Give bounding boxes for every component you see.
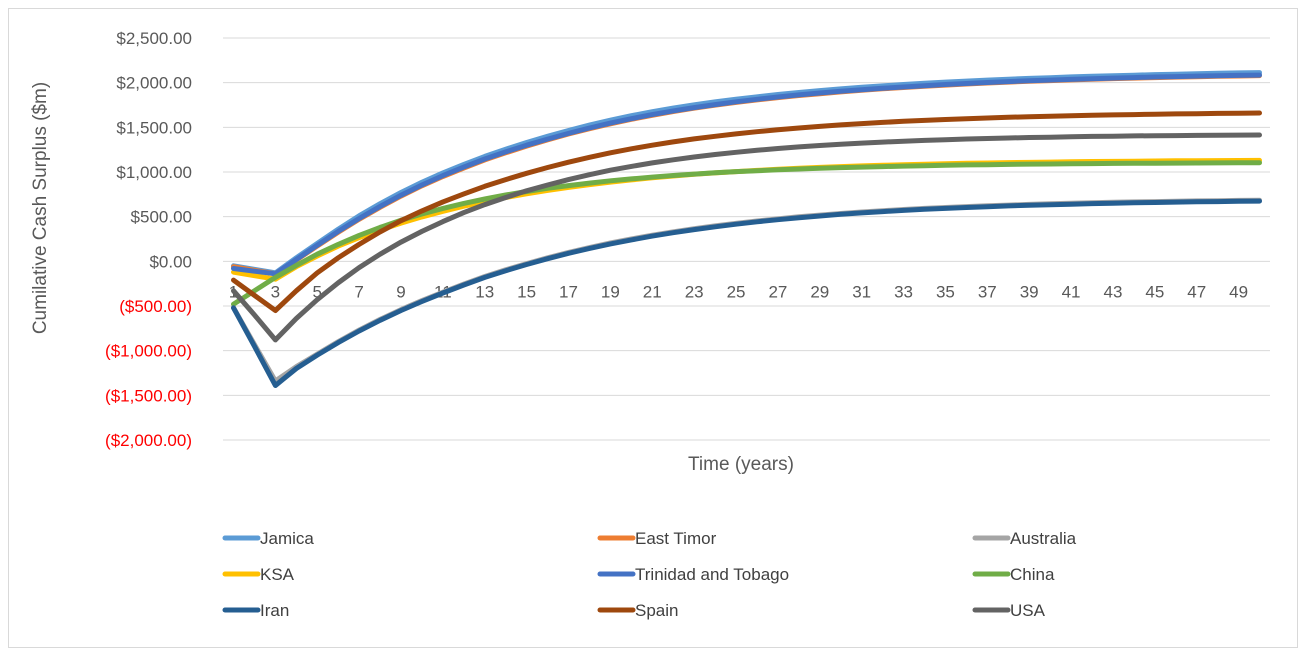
x-tick-label: 45 xyxy=(1145,282,1164,301)
legend-label: China xyxy=(1010,565,1055,584)
y-tick-label: $0.00 xyxy=(149,252,192,271)
legend-item: China xyxy=(972,565,1055,584)
y-tick-label: $1,000.00 xyxy=(116,163,192,182)
series-lines xyxy=(231,70,1262,388)
y-axis-title: Cumilative Cash Surplus ($m) xyxy=(30,82,51,334)
x-tick-label: 29 xyxy=(810,282,829,301)
legend-label: Spain xyxy=(635,601,678,620)
x-axis-ticks: 1 3 5 7 9 11 13 15 17 19 21 23 25 27 29 31 33 35 37 39 41 43 4… xyxy=(229,282,1248,301)
y-axis-ticks: $2,500.00 $2,000.00 $1,500.00 $1,000.00 $500… xyxy=(105,29,192,450)
legend-item: Jamica xyxy=(222,529,314,548)
series-line-4 xyxy=(231,72,1262,277)
y-tick-label: ($1,500.00) xyxy=(105,386,192,405)
x-tick-label: 27 xyxy=(768,282,787,301)
legend-item: Spain xyxy=(597,601,678,620)
legend-item: Iran xyxy=(222,601,289,620)
legend: Jamica East Timor Australia KSA Trinidad and… xyxy=(222,529,1077,620)
x-tick-label: 17 xyxy=(559,282,578,301)
x-tick-label: 21 xyxy=(643,282,662,301)
series-line-7 xyxy=(231,110,1262,313)
x-tick-label: 35 xyxy=(936,282,955,301)
series-line-8 xyxy=(231,132,1262,343)
x-tick-label: 23 xyxy=(685,282,704,301)
y-tick-label: ($500.00) xyxy=(119,297,192,316)
x-tick-label: 3 xyxy=(271,282,280,301)
x-tick-label: 37 xyxy=(978,282,997,301)
legend-label: Trinidad and Tobago xyxy=(635,565,789,584)
x-tick-label: 9 xyxy=(396,282,405,301)
legend-item: Australia xyxy=(972,529,1077,548)
x-tick-label: 25 xyxy=(727,282,746,301)
y-tick-label: $2,000.00 xyxy=(116,74,192,93)
legend-label: East Timor xyxy=(635,529,717,548)
legend-label: Jamica xyxy=(260,529,314,548)
legend-item: East Timor xyxy=(597,529,717,548)
x-tick-label: 7 xyxy=(354,282,363,301)
gridlines xyxy=(223,37,1270,441)
y-tick-label: $1,500.00 xyxy=(116,118,192,137)
x-tick-label: 15 xyxy=(517,282,536,301)
x-tick-label: 13 xyxy=(475,282,494,301)
y-tick-label: ($1,000.00) xyxy=(105,342,192,361)
legend-item: Trinidad and Tobago xyxy=(597,565,789,584)
x-tick-label: 31 xyxy=(852,282,871,301)
x-tick-label: 47 xyxy=(1187,282,1206,301)
x-tick-label: 43 xyxy=(1103,282,1122,301)
legend-label: USA xyxy=(1010,601,1046,620)
x-tick-label: 19 xyxy=(601,282,620,301)
x-tick-label: 33 xyxy=(894,282,913,301)
legend-label: KSA xyxy=(260,565,295,584)
y-tick-label: $500.00 xyxy=(131,208,192,227)
x-tick-label: 5 xyxy=(312,282,321,301)
legend-item: USA xyxy=(972,601,1046,620)
legend-label: Australia xyxy=(1010,529,1077,548)
y-tick-label: $2,500.00 xyxy=(116,29,192,48)
series-line-6 xyxy=(231,198,1262,388)
x-axis-title: Time (years) xyxy=(688,454,794,475)
series-line-1 xyxy=(231,73,1262,277)
legend-label: Iran xyxy=(260,601,289,620)
x-tick-label: 41 xyxy=(1062,282,1081,301)
legend-item: KSA xyxy=(222,565,295,584)
x-tick-label: 39 xyxy=(1020,282,1039,301)
x-tick-label: 49 xyxy=(1229,282,1248,301)
y-tick-label: ($2,000.00) xyxy=(105,431,192,450)
